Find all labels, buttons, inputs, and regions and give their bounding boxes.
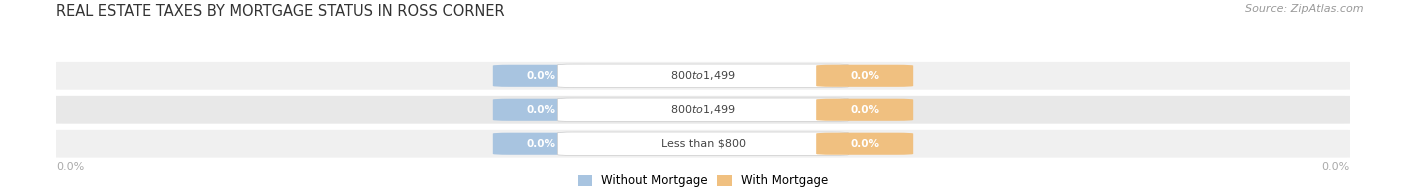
Text: 0.0%: 0.0% [527, 105, 555, 115]
Text: $800 to $1,499: $800 to $1,499 [671, 103, 735, 116]
FancyBboxPatch shape [558, 98, 849, 122]
Text: Less than $800: Less than $800 [661, 139, 745, 149]
FancyBboxPatch shape [558, 64, 849, 87]
Legend: Without Mortgage, With Mortgage: Without Mortgage, With Mortgage [578, 174, 828, 187]
Text: 0.0%: 0.0% [56, 162, 84, 172]
FancyBboxPatch shape [817, 133, 914, 155]
Text: 0.0%: 0.0% [851, 71, 879, 81]
FancyBboxPatch shape [817, 99, 914, 121]
FancyBboxPatch shape [817, 65, 914, 87]
FancyBboxPatch shape [494, 133, 591, 155]
FancyBboxPatch shape [558, 132, 849, 155]
Text: 0.0%: 0.0% [527, 71, 555, 81]
FancyBboxPatch shape [44, 94, 1362, 125]
FancyBboxPatch shape [494, 99, 591, 121]
FancyBboxPatch shape [44, 128, 1362, 159]
Text: Source: ZipAtlas.com: Source: ZipAtlas.com [1246, 4, 1364, 14]
Text: REAL ESTATE TAXES BY MORTGAGE STATUS IN ROSS CORNER: REAL ESTATE TAXES BY MORTGAGE STATUS IN … [56, 4, 505, 19]
FancyBboxPatch shape [494, 65, 591, 87]
Text: $800 to $1,499: $800 to $1,499 [671, 69, 735, 82]
FancyBboxPatch shape [44, 61, 1362, 91]
Text: 0.0%: 0.0% [1322, 162, 1350, 172]
Text: 0.0%: 0.0% [851, 139, 879, 149]
Text: 0.0%: 0.0% [851, 105, 879, 115]
Text: 0.0%: 0.0% [527, 139, 555, 149]
